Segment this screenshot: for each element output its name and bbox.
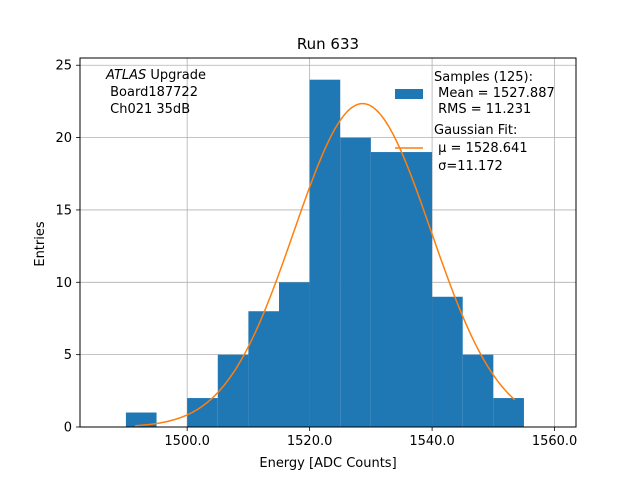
x-tick-label: 1560.0 — [532, 434, 578, 449]
histogram-bar — [248, 311, 280, 427]
histogram-bar — [493, 398, 524, 427]
x-axis-label: Energy [ADC Counts] — [259, 456, 396, 471]
histogram-bar — [432, 296, 463, 427]
x-tick-label: 1500.0 — [164, 434, 210, 449]
annotation-block: ATLAS Upgrade Board187722 Ch021 35dB — [105, 68, 206, 117]
y-tick-label: 20 — [55, 131, 72, 146]
histogram-bar — [340, 137, 371, 427]
gaussian-fit-curve — [135, 102, 516, 427]
legend-fit-sigma: σ=11.172 — [434, 159, 503, 174]
histogram-bar — [401, 152, 433, 427]
histogram-bar — [125, 412, 157, 427]
x-axis-ticks: 1500.0 1520.0 1540.0 1560.0 — [164, 427, 577, 449]
legend-samples-title: Samples (125): — [434, 70, 533, 85]
histogram-bars — [125, 79, 524, 428]
y-tick-label: 10 — [55, 276, 72, 291]
y-axis-ticks: 0 5 10 15 20 25 — [55, 59, 80, 436]
y-tick-label: 0 — [64, 421, 72, 436]
legend-samples-mean: Mean = 1527.887 — [434, 86, 555, 101]
y-axis-label: Entries — [33, 221, 48, 267]
legend-fit-title: Gaussian Fit: — [434, 123, 517, 138]
legend-samples-swatch — [395, 89, 423, 99]
y-tick-label: 5 — [64, 348, 72, 363]
y-tick-label: 25 — [55, 59, 72, 74]
annotation-board: Board187722 — [106, 85, 198, 100]
legend: Samples (125): Mean = 1527.887 RMS = 11.… — [395, 70, 555, 174]
fit-layer — [135, 102, 516, 427]
legend-samples-rms: RMS = 11.231 — [434, 102, 531, 117]
annotation-suffix: Upgrade — [146, 68, 206, 83]
x-tick-label: 1540.0 — [409, 434, 455, 449]
annotation-line-1: ATLAS Upgrade — [105, 68, 206, 83]
x-tick-label: 1520.0 — [287, 434, 333, 449]
histogram-bar — [279, 282, 310, 427]
legend-fit-mu: μ = 1528.641 — [434, 141, 528, 156]
chart-title: Run 633 — [297, 35, 359, 53]
histogram-bar — [462, 354, 494, 427]
y-tick-label: 15 — [55, 203, 72, 218]
plot-frame — [79, 57, 577, 428]
histogram-bar — [309, 79, 341, 428]
annotation-experiment: ATLAS — [105, 68, 146, 83]
histogram-bar — [217, 354, 249, 427]
histogram-bar — [370, 152, 402, 427]
annotation-channel: Ch021 35dB — [106, 102, 190, 117]
